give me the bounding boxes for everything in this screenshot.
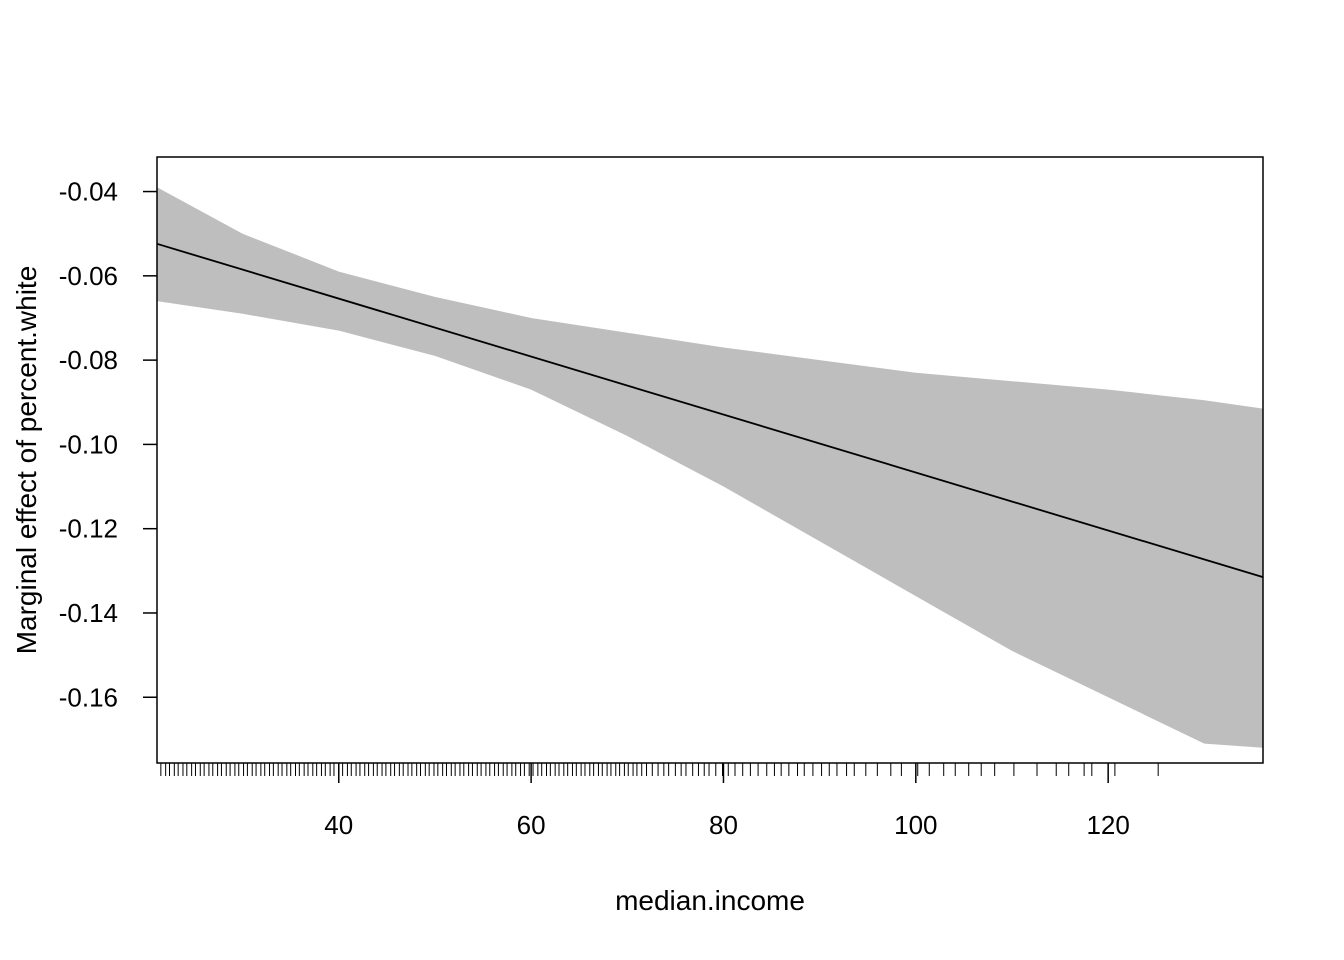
- y-tick-label: -0.14: [59, 598, 118, 628]
- rug-marks: [160, 763, 1159, 776]
- x-tick-label: 60: [517, 810, 546, 840]
- marginal-effect-line: [156, 242, 1264, 579]
- y-tick-label: -0.16: [59, 682, 118, 712]
- y-tick-label: -0.12: [59, 514, 118, 544]
- x-tick-label: 40: [324, 810, 353, 840]
- x-axis-title: median.income: [615, 885, 805, 916]
- plot-box: [156, 156, 1264, 764]
- y-axis: -0.04 -0.06 -0.08 -0.10 -0.12 -0.14 -0.16: [59, 177, 157, 712]
- y-tick-label: -0.08: [59, 345, 118, 375]
- y-tick-label: -0.06: [59, 261, 118, 291]
- x-tick-label: 80: [709, 810, 738, 840]
- x-tick-label: 100: [894, 810, 937, 840]
- confidence-band: [157, 187, 1263, 748]
- y-tick-label: -0.10: [59, 429, 118, 459]
- y-tick-label: -0.04: [59, 177, 118, 207]
- x-tick-label: 120: [1086, 810, 1129, 840]
- y-axis-title: Marginal effect of percent.white: [11, 266, 42, 655]
- x-axis: 40 60 80 100 120: [324, 763, 1130, 840]
